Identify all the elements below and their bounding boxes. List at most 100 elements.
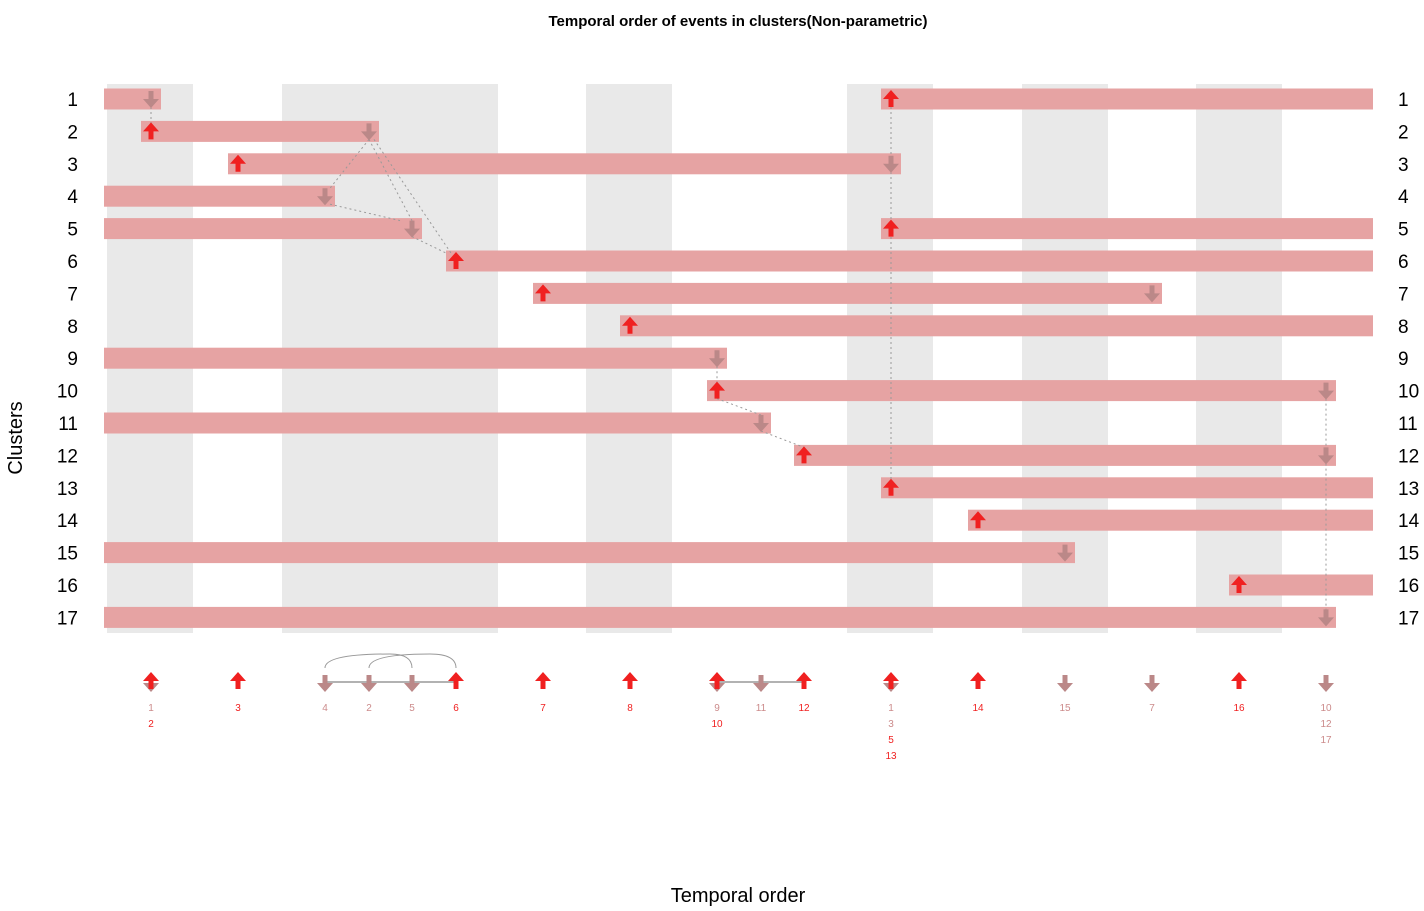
down-arrow-icon	[317, 675, 333, 692]
down-arrow-icon	[361, 675, 377, 692]
up-arrow-icon	[883, 478, 899, 496]
event-label: 13	[885, 751, 897, 762]
up-arrow-icon	[535, 284, 551, 302]
cluster-tick-left: 14	[57, 511, 79, 532]
event-link	[329, 203, 401, 222]
down-arrow-icon	[883, 155, 899, 173]
event-label: 2	[366, 703, 372, 714]
event-label: 12	[1320, 719, 1332, 730]
down-arrow-icon	[404, 220, 420, 238]
event-label: 2	[148, 719, 154, 730]
down-arrow-icon	[709, 350, 725, 368]
up-arrow-icon	[143, 672, 159, 689]
up-arrow-icon	[1231, 576, 1247, 593]
cluster-tick-left: 2	[67, 122, 78, 143]
up-arrow-icon	[535, 672, 551, 689]
cluster-tick-right: 9	[1398, 349, 1409, 370]
cluster-tick-left: 15	[57, 544, 78, 565]
down-arrow-icon	[143, 91, 159, 108]
cluster-tick-left: 3	[67, 155, 78, 176]
cluster-bar	[104, 218, 422, 240]
cluster-tick-left: 16	[57, 576, 78, 597]
cluster-tick-left: 7	[67, 284, 78, 305]
cluster-tick-left: 8	[67, 317, 78, 338]
cluster-tick-left: 10	[57, 382, 78, 403]
y-axis-title: Clusters	[5, 401, 27, 474]
up-arrow-icon	[970, 672, 986, 689]
down-arrow-icon	[404, 675, 420, 692]
event-label: 17	[1320, 735, 1332, 746]
event-label: 6	[453, 703, 459, 714]
cluster-tick-right: 1	[1398, 90, 1409, 111]
cluster-tick-left: 12	[57, 446, 78, 467]
event-label: 10	[1320, 703, 1332, 714]
down-arrow-icon	[1057, 675, 1073, 692]
cluster-tick-right: 5	[1398, 220, 1409, 241]
cluster-tick-left: 1	[67, 90, 78, 111]
cluster-bar	[533, 282, 1162, 304]
cluster-tick-right: 4	[1398, 187, 1409, 208]
event-label: 7	[540, 703, 546, 714]
event-label: 8	[627, 703, 633, 714]
down-arrow-icon	[1144, 285, 1160, 303]
event-label: 15	[1059, 703, 1071, 714]
cluster-bar	[881, 477, 1373, 499]
column-stripe	[1196, 84, 1282, 633]
bottom-arc	[324, 653, 413, 669]
cluster-bar	[141, 120, 379, 142]
cluster-tick-right: 14	[1398, 511, 1420, 532]
down-arrow-icon	[1318, 382, 1334, 400]
event-label: 1	[888, 703, 894, 714]
cluster-tick-right: 2	[1398, 122, 1409, 143]
cluster-bar	[104, 88, 161, 110]
cluster-bar	[446, 250, 1373, 272]
down-arrow-icon	[753, 675, 769, 692]
event-link	[411, 236, 447, 254]
up-arrow-icon	[883, 90, 899, 107]
cluster-tick-right: 15	[1398, 544, 1419, 565]
cluster-bar	[104, 347, 727, 369]
column-stripe	[847, 84, 933, 633]
cluster-tick-left: 9	[67, 349, 78, 370]
cluster-tick-left: 6	[67, 252, 78, 273]
cluster-tick-right: 3	[1398, 155, 1409, 176]
up-arrow-icon	[448, 672, 464, 689]
up-arrow-icon	[796, 672, 812, 689]
up-arrow-icon	[883, 672, 899, 689]
cluster-tick-right: 17	[1398, 608, 1419, 629]
column-stripe	[1022, 84, 1108, 633]
up-arrow-icon	[622, 672, 638, 689]
up-arrow-icon	[1231, 672, 1247, 689]
event-label: 4	[322, 703, 328, 714]
event-links	[150, 107, 1327, 610]
cluster-tick-right: 12	[1398, 446, 1419, 467]
event-label: 7	[1149, 703, 1155, 714]
up-arrow-icon	[230, 154, 246, 172]
event-link	[329, 139, 370, 189]
cluster-tick-right: 7	[1398, 284, 1409, 305]
cluster-bar	[620, 315, 1373, 337]
event-label: 16	[1233, 703, 1245, 714]
cluster-tick-right: 13	[1398, 479, 1419, 500]
up-arrow-icon	[883, 219, 899, 237]
cluster-bar	[881, 88, 1373, 110]
down-arrow-icon	[753, 415, 769, 432]
cluster-tick-left: 11	[58, 414, 78, 435]
cluster-bar	[968, 509, 1373, 531]
cluster-bar	[881, 218, 1373, 240]
cluster-tick-right: 6	[1398, 252, 1409, 273]
cluster-tick-left: 5	[67, 220, 78, 241]
cluster-bars	[104, 88, 1373, 628]
cluster-tick-left: 4	[67, 187, 78, 208]
event-label: 14	[972, 703, 984, 714]
event-arrows	[143, 90, 1334, 627]
cluster-tick-right: 16	[1398, 576, 1419, 597]
cluster-tick-left: 13	[57, 479, 78, 500]
x-axis-title: Temporal order	[671, 885, 806, 907]
event-link	[368, 139, 413, 221]
up-arrow-icon	[796, 446, 812, 464]
down-arrow-icon	[361, 123, 377, 141]
down-arrow-icon	[1318, 609, 1334, 627]
